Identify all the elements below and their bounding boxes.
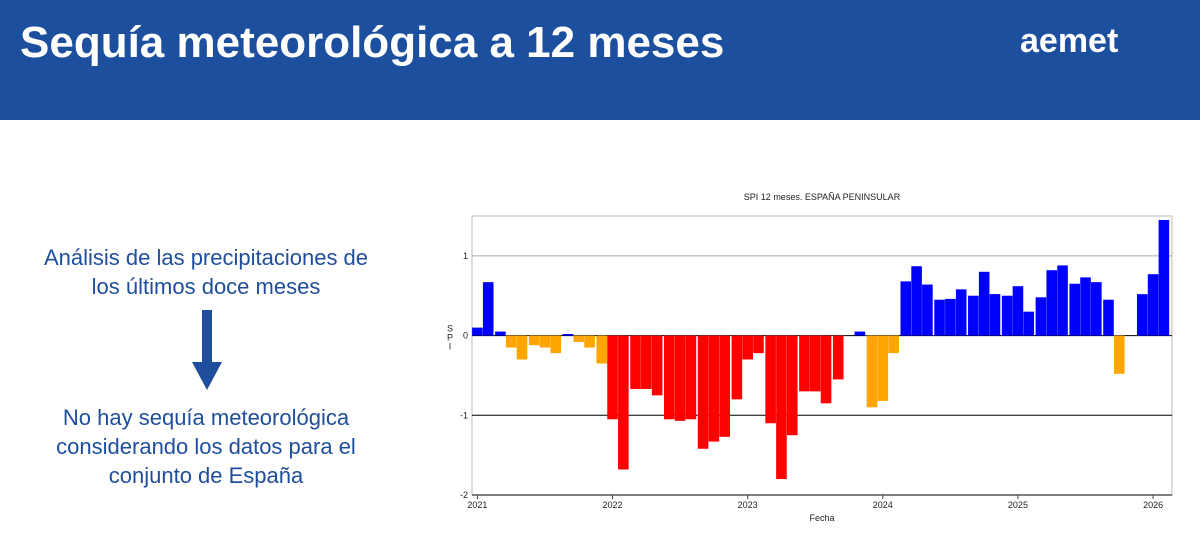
bar <box>651 335 663 396</box>
bar <box>1114 335 1125 374</box>
bar <box>877 335 889 401</box>
bar <box>968 295 979 336</box>
bar <box>1103 299 1114 336</box>
bar <box>900 281 912 336</box>
bar <box>495 331 506 336</box>
arrow <box>192 310 222 390</box>
y-tick-label: 0 <box>463 331 468 341</box>
bar <box>685 335 697 420</box>
bar <box>1080 277 1091 336</box>
bar <box>799 335 810 392</box>
bar <box>1147 274 1159 336</box>
bar <box>573 335 585 342</box>
bar <box>989 294 1001 336</box>
bar <box>550 335 562 354</box>
conclusion-text: No hay sequía meteorológica considerando … <box>0 403 412 490</box>
bar <box>786 335 798 436</box>
bar <box>832 335 844 380</box>
slide-title: Sequía meteorológica a 12 meses <box>20 18 725 67</box>
bar <box>482 282 494 336</box>
bar <box>697 335 709 449</box>
bar <box>719 335 730 437</box>
bar <box>1091 282 1102 336</box>
bar <box>1158 219 1170 336</box>
bar <box>505 335 517 348</box>
bar <box>1069 283 1080 336</box>
bar <box>854 331 866 336</box>
bar <box>934 299 945 336</box>
bar <box>1023 311 1035 336</box>
bar <box>1046 270 1058 336</box>
bar <box>809 335 821 392</box>
bar <box>776 335 787 480</box>
header-band <box>0 0 1200 120</box>
bar <box>539 335 551 348</box>
bar <box>674 335 686 421</box>
chart-title: SPI 12 meses. ESPAÑA PENINSULAR <box>744 192 901 202</box>
bar <box>978 271 990 336</box>
bar <box>731 335 743 400</box>
bar <box>516 335 528 360</box>
x-tick-label: 2023 <box>738 500 758 510</box>
text-line: No hay sequía meteorológica <box>62 405 350 430</box>
x-tick-label: 2025 <box>1008 500 1028 510</box>
bar <box>607 335 618 420</box>
bar <box>1057 265 1068 336</box>
bar <box>945 298 956 336</box>
bar <box>742 335 753 360</box>
logo: aemet <box>1020 22 1119 60</box>
bar <box>820 335 832 404</box>
bar <box>596 335 608 364</box>
x-tick-label: 2026 <box>1143 500 1163 510</box>
bar <box>922 284 933 336</box>
y-tick-label: -1 <box>460 410 468 420</box>
bar <box>584 335 595 348</box>
bar <box>472 327 483 336</box>
bar <box>888 335 899 354</box>
y-tick-label: -2 <box>460 490 468 500</box>
text-line: conjunto de España <box>108 463 304 488</box>
y-axis-label: SPI <box>445 324 455 351</box>
bar <box>765 335 776 424</box>
bar <box>708 335 720 442</box>
bar <box>664 335 675 420</box>
bar <box>528 335 540 346</box>
bar <box>753 335 764 354</box>
bar <box>866 335 878 408</box>
bar <box>911 266 922 336</box>
text-line: Análisis de las precipitaciones de <box>43 245 369 270</box>
y-tick-label: 1 <box>463 251 468 261</box>
x-tick-label: 2021 <box>467 500 487 510</box>
bar <box>1136 294 1148 336</box>
text-line: los últimos doce meses <box>91 274 321 299</box>
bar <box>618 335 629 470</box>
bar <box>1001 295 1013 336</box>
x-axis-label: Fecha <box>809 513 834 523</box>
intro-text: Análisis de las precipitaciones de los úl… <box>0 243 412 301</box>
x-tick-label: 2024 <box>873 500 893 510</box>
text-line: considerando los datos para el <box>56 434 356 459</box>
chart: SPI 12 meses. ESPAÑA PENINSULAR -2 -1 0 1 202… <box>445 192 1173 523</box>
bar <box>1012 286 1024 336</box>
x-tick-label: 2022 <box>603 500 623 510</box>
bar <box>955 289 967 336</box>
bar <box>641 335 652 389</box>
bar <box>630 335 641 389</box>
bar <box>1035 297 1047 336</box>
bar <box>562 333 574 336</box>
